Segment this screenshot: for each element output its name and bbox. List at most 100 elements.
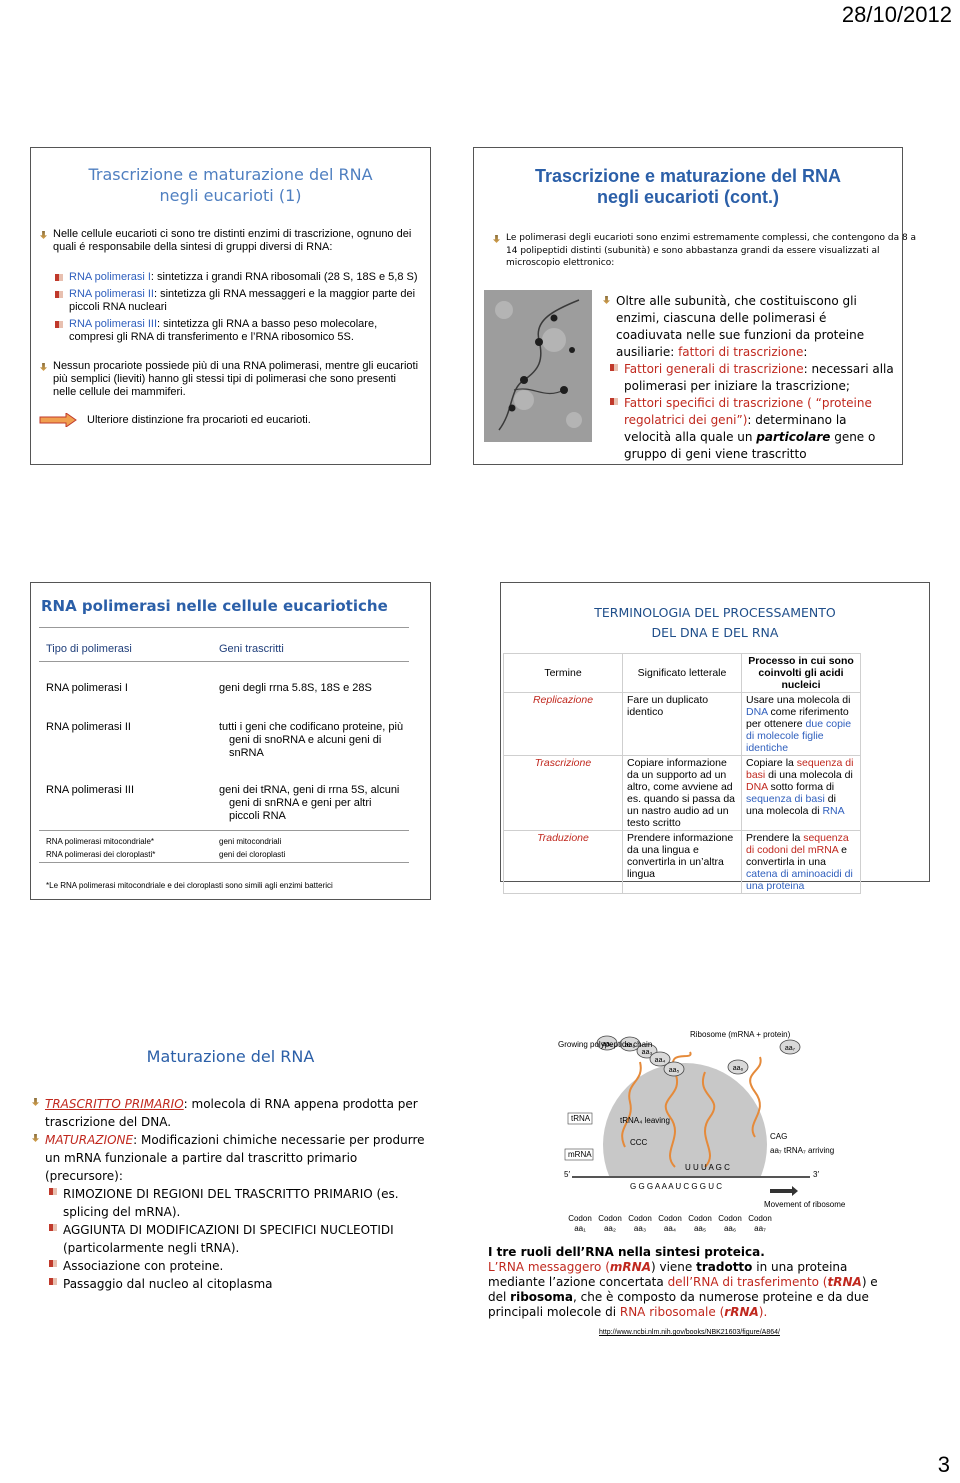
item-name: RNA polimerasi II xyxy=(69,288,154,300)
text-run: tRNA xyxy=(827,1275,862,1289)
table-cell: RNA polimerasi III xyxy=(46,784,135,796)
text-run: tradotto xyxy=(696,1260,753,1274)
codon-label: Codon xyxy=(748,1214,772,1223)
text-run: ). xyxy=(758,1305,768,1319)
slide: Trascrizione e maturazione del RNA negli… xyxy=(473,147,916,465)
text-run: come riferimento per ottenere xyxy=(746,706,849,730)
highlight: MATURAZIONE xyxy=(45,1133,134,1147)
table-cell: RNA polimerasi I xyxy=(46,682,128,694)
arriving-label: aa₇ tRNA₇ arriving xyxy=(770,1146,834,1155)
text-run: ribosoma xyxy=(510,1290,574,1304)
slide: Trascrizione e maturazione del RNA negli… xyxy=(30,147,431,465)
aa-label: aa₂ xyxy=(625,1042,636,1049)
text-run: L’RNA messaggero ( xyxy=(488,1260,610,1274)
codon-aa: aa₃ xyxy=(634,1224,646,1233)
list-item: RNA polimerasi II: sintetizza gli RNA me… xyxy=(53,288,422,314)
text-run: : molecola di RNA appena prodotta per tr… xyxy=(45,1097,418,1129)
table: Termine Significato letterale Processo i… xyxy=(503,653,861,894)
table-cell: RNA polimerasi II xyxy=(46,721,131,733)
list-item: AGGIUNTA DI MODIFICAZIONI DI SPECIFICI N… xyxy=(47,1221,430,1257)
source-link[interactable]: http://www.ncbi.nlm.nih.gov/books/NBK216… xyxy=(599,1329,780,1336)
sequence: G G G A A A U C G G U C xyxy=(630,1182,722,1191)
aa-label: aa₁ xyxy=(602,1041,613,1048)
text-run: RNA ribosomale ( xyxy=(619,1305,725,1319)
list-item: RNA polimerasi III: sintetizza gli RNA a… xyxy=(53,318,422,344)
text-run: : Modificazioni chimiche necessarie per … xyxy=(45,1133,425,1183)
slide-body: Nelle cellule eucarioti ci sono tre dist… xyxy=(39,228,422,427)
slide: aa₁ aa₂ aa₃ aa₄ aa₅ aa₆ aa₇ Growing poly… xyxy=(473,1020,903,1338)
movement-arrow xyxy=(770,1186,798,1196)
title-line: TERMINOLOGIA DEL PROCESSAMENTO xyxy=(594,605,836,620)
slide: TERMINOLOGIA DEL PROCESSAMENTO DEL DNA E… xyxy=(500,582,930,894)
item-text: : sintetizza i grandi RNA ribosomali (28… xyxy=(150,271,418,283)
text-run: e convertirla in una xyxy=(746,844,847,868)
highlight: Fattori generali di trascrizione xyxy=(624,362,804,376)
trna-shapes xyxy=(621,1051,762,1168)
text-run: : xyxy=(803,345,808,359)
title-line: negli eucarioti (cont.) xyxy=(596,187,779,207)
highlight: TRASCRITTO PRIMARIO xyxy=(45,1097,184,1111)
meaning: Prendere informazione da una lingua e co… xyxy=(622,830,742,894)
title-line: Trascrizione e maturazione del RNA xyxy=(534,166,842,186)
table-header: Tipo di polimerasi xyxy=(46,643,132,655)
term: Replicazione xyxy=(503,692,623,756)
text-run: : necessari alla polimerasi per iniziare… xyxy=(624,362,894,393)
slide: Maturazione del RNA TRASCRITTO PRIMARIO:… xyxy=(30,1020,431,1320)
ribosome-label: Ribosome (mRNA + protein) xyxy=(690,1030,791,1039)
table-cell: RNA polimerasi mitocondriale* xyxy=(46,837,155,846)
page-number: 3 xyxy=(937,1452,950,1477)
table-cell: geni degli rrna 5.8S, 18S e 28S xyxy=(219,682,372,694)
highlight: catena di aminoacidi di una proteina xyxy=(746,868,853,892)
end-label: 3′ xyxy=(813,1170,819,1179)
table-header: Termine xyxy=(503,653,623,693)
item-name: RNA polimerasi III xyxy=(69,318,158,330)
rule xyxy=(39,627,409,628)
text-run: in una proteina mediante l’azione concer… xyxy=(488,1260,848,1289)
highlight: fattori di trascrizione xyxy=(678,345,804,359)
aa-label: aa₃ xyxy=(642,1049,653,1056)
text-run: di una molecola di xyxy=(765,769,853,781)
mrna-label: mRNA xyxy=(568,1150,592,1159)
highlight: sequenza di basi xyxy=(746,793,825,805)
rule xyxy=(39,862,409,863)
list-item: RIMOZIONE DI REGIONI DEL TRASCRITTO PRIM… xyxy=(47,1185,430,1221)
list-item: Fattori specifici di trascrizione ( “pro… xyxy=(608,395,894,463)
slide-title: Maturazione del RNA xyxy=(146,1047,315,1066)
aa-label: aa₄ xyxy=(655,1057,666,1064)
codon-aa: aa₇ xyxy=(754,1224,766,1233)
codon-label: Codon xyxy=(688,1214,712,1223)
rule xyxy=(39,830,409,831)
item-text: : sintetizza gli RNA a basso peso moleco… xyxy=(69,318,378,343)
term: Trascrizione xyxy=(503,755,623,831)
item-name: RNA polimerasi I xyxy=(69,271,151,283)
paragraph: Le polimerasi degli eucarioti sono enzim… xyxy=(492,232,920,270)
anticodon: CCC xyxy=(630,1138,648,1147)
slide-title: TERMINOLOGIA DEL PROCESSAMENTO DEL DNA E… xyxy=(501,603,929,643)
codon-aa: aa₅ xyxy=(694,1224,706,1233)
text-run: di una molecola di xyxy=(746,793,836,817)
text-run: Copiare la xyxy=(746,757,797,769)
codon-label: Codon xyxy=(718,1214,742,1223)
term: Traduzione xyxy=(503,830,623,894)
highlight: Fattori specifici di trascrizione ( “pro… xyxy=(624,396,872,427)
highlight: DNA xyxy=(746,781,768,793)
text-run: sotto forma di xyxy=(767,781,835,793)
aa-label: aa₅ xyxy=(669,1067,680,1074)
codon-label: Codon xyxy=(628,1214,652,1223)
title-line: negli eucarioti (1) xyxy=(159,186,302,205)
note-row: Ulteriore distinzione fra procarioti ed … xyxy=(39,413,422,427)
title-line: Trascrizione e maturazione del RNA xyxy=(88,165,373,184)
table-cell: RNA polimerasi dei cloroplasti* xyxy=(46,850,156,859)
list: RNA polimerasi I: sintetizza i grandi RN… xyxy=(53,271,422,344)
slide-body: TRASCRITTO PRIMARIO: molecola di RNA app… xyxy=(31,1095,430,1293)
aa-label: aa₇ xyxy=(785,1045,796,1052)
text-run: mRNA xyxy=(609,1260,651,1274)
text-run: Oltre alle subunità, che costituiscono g… xyxy=(616,294,865,359)
list-item: RNA polimerasi I: sintetizza i grandi RN… xyxy=(53,271,422,284)
rule xyxy=(39,661,409,662)
list-item: TRASCRITTO PRIMARIO: molecola di RNA app… xyxy=(31,1095,430,1131)
text-run: ) e del xyxy=(488,1275,878,1304)
codon-aa: aa₆ xyxy=(724,1224,736,1233)
table-cell: geni mitocondriali xyxy=(219,837,282,846)
sequence: U U U A G C xyxy=(685,1163,730,1172)
